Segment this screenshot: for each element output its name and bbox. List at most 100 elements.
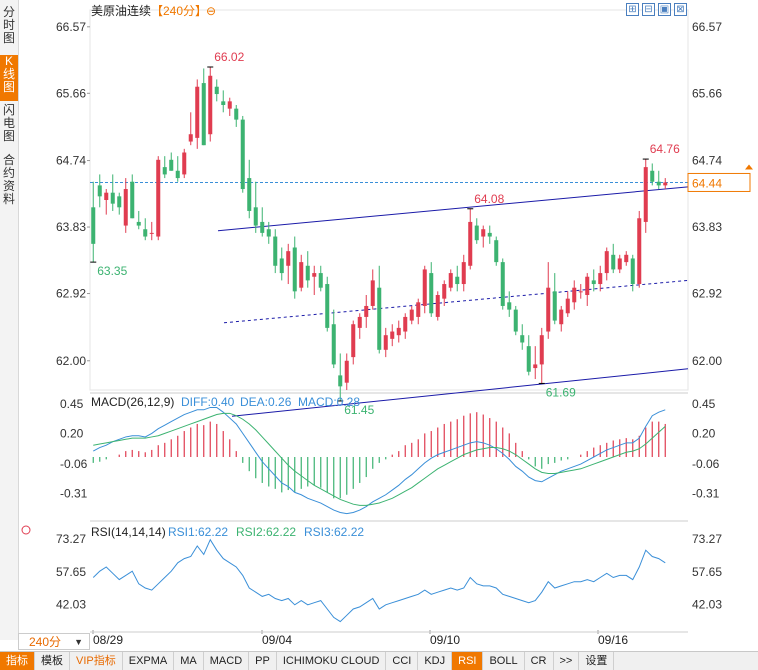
tab-indicators[interactable]: 指标 xyxy=(0,652,35,670)
macd-tick-left: -0.06 xyxy=(60,457,88,471)
tab-settings[interactable]: 设置 xyxy=(579,652,615,670)
annotation-mid: 64.08 xyxy=(474,192,504,206)
candle-body xyxy=(559,309,564,325)
tab-cr[interactable]: CR xyxy=(525,652,554,670)
candle-body xyxy=(91,207,96,244)
tab-macd[interactable]: MACD xyxy=(204,652,250,670)
candle-body xyxy=(97,185,102,197)
tab-timeshare[interactable]: 分时图 xyxy=(2,5,15,45)
candle-body xyxy=(312,273,317,277)
rsi-line xyxy=(92,538,666,623)
candle-body xyxy=(643,167,648,222)
tab-vip-indicators[interactable]: VIP指标 xyxy=(70,652,123,670)
tab-flash-chart[interactable]: 闪电图 xyxy=(2,103,15,143)
zoom-out-icon[interactable]: ⊟ xyxy=(642,3,655,16)
tab-ichimoku[interactable]: ICHIMOKU CLOUD xyxy=(277,652,387,670)
macd-tick-right: -0.06 xyxy=(692,457,720,471)
candle-body xyxy=(227,101,232,109)
tab-expma[interactable]: EXPMA xyxy=(123,652,175,670)
fullscreen-icon[interactable]: ⊠ xyxy=(674,3,687,16)
candle-body xyxy=(494,240,499,263)
current-price-box xyxy=(687,172,751,192)
candle-body xyxy=(442,284,447,299)
rsi-tick-right: 73.27 xyxy=(692,532,722,546)
macd-tick-left: -0.31 xyxy=(60,487,88,501)
indicator-bar: 指标 模板 VIP指标 EXPMA MA MACD PP ICHIMOKU CL… xyxy=(0,651,758,670)
candle-body xyxy=(338,375,343,387)
price-tick-left: 64.74 xyxy=(56,154,86,168)
candle-body xyxy=(318,273,323,288)
candle-body xyxy=(195,86,200,138)
candle-body xyxy=(331,324,336,365)
candle-body xyxy=(351,324,356,358)
candle-body xyxy=(403,316,408,332)
candle-body xyxy=(598,273,603,285)
candle-body xyxy=(650,170,655,182)
price-tick-right: 66.57 xyxy=(692,20,722,34)
candle-body xyxy=(266,229,271,237)
candle-body xyxy=(136,221,141,226)
annotation-high: 66.02 xyxy=(214,50,244,64)
macd-tick-left: 0.45 xyxy=(60,397,84,411)
candle-body xyxy=(279,258,284,274)
date-label: 08/29 xyxy=(93,633,123,647)
tab-rsi[interactable]: RSI xyxy=(452,652,484,670)
candle-body xyxy=(370,280,375,306)
candle-body xyxy=(409,309,414,321)
candle-body xyxy=(416,302,421,317)
tab-kline[interactable]: K线图 xyxy=(0,55,18,101)
candle-body xyxy=(481,229,486,237)
rsi3-value: RSI3:62.22 xyxy=(304,525,364,539)
rsi-tick-right: 57.65 xyxy=(692,565,722,579)
candle-body xyxy=(604,251,609,274)
tab-cci[interactable]: CCI xyxy=(386,652,419,670)
candle-body xyxy=(663,182,668,186)
fit-icon[interactable]: ▣ xyxy=(658,3,671,16)
candle-body xyxy=(247,178,252,211)
candle-body xyxy=(455,276,460,285)
tab-more[interactable]: >> xyxy=(554,652,580,670)
candle-body xyxy=(253,207,258,226)
tab-contract-info[interactable]: 合约资料 xyxy=(2,153,15,206)
candle-body xyxy=(143,229,148,237)
annotation-low-1: 63.35 xyxy=(97,264,127,278)
candle-body xyxy=(299,262,304,288)
chevron-down-icon: ▼ xyxy=(74,637,83,647)
tab-kdj[interactable]: KDJ xyxy=(418,652,453,670)
annotation-right-high: 64.76 xyxy=(650,142,680,156)
candle-body xyxy=(448,273,453,288)
candle-body xyxy=(585,276,590,295)
price-chart[interactable]: 66.57 66.57 65.66 65.66 64.74 64.74 63.83 63.83… xyxy=(0,0,758,651)
candle-body xyxy=(546,287,551,332)
candle-body xyxy=(130,181,135,219)
candle-body xyxy=(578,291,583,293)
tab-boll[interactable]: BOLL xyxy=(483,652,525,670)
candle-body xyxy=(513,309,518,332)
tab-ma[interactable]: MA xyxy=(174,652,204,670)
candle-body xyxy=(617,258,622,270)
candle-body xyxy=(162,167,167,175)
zoom-in-icon[interactable]: ⊞ xyxy=(626,3,639,16)
macd-dea-value: DEA:0.26 xyxy=(240,395,292,409)
candle-body xyxy=(520,335,525,343)
candle-body xyxy=(591,280,596,285)
candle-body xyxy=(468,221,473,266)
candle-body xyxy=(260,221,265,233)
candle-body xyxy=(396,327,401,336)
rsi-label: RSI(14,14,14) xyxy=(91,525,166,539)
candle-body xyxy=(656,181,661,186)
price-tick-left: 66.57 xyxy=(56,20,86,34)
rsi-tick-right: 42.03 xyxy=(692,598,722,612)
tab-pp[interactable]: PP xyxy=(249,652,277,670)
date-label: 09/10 xyxy=(430,633,460,647)
annotation-low-2: 61.45 xyxy=(344,403,374,417)
price-tick-left: 62.92 xyxy=(56,287,86,301)
candle-body xyxy=(110,192,115,204)
chart-title: 美原油连续 xyxy=(91,3,151,18)
candle-body xyxy=(500,262,505,306)
tab-templates[interactable]: 模板 xyxy=(35,652,70,670)
timeframe-select[interactable]: 240分 ▼ xyxy=(18,633,90,650)
macd-dea-line xyxy=(93,412,666,506)
candle-body xyxy=(273,236,278,266)
candle-body xyxy=(539,335,544,365)
